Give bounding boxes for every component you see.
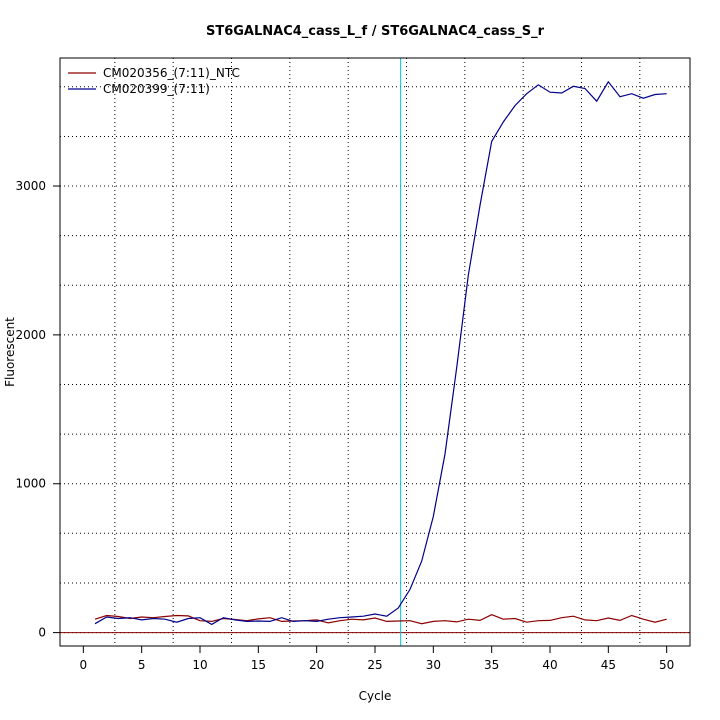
x-tick-label: 20 (309, 658, 324, 672)
x-tick-label: 35 (484, 658, 499, 672)
x-tick-label: 10 (192, 658, 207, 672)
y-tick-label: 2000 (15, 328, 46, 342)
series-layer (94, 80, 667, 626)
legend: CM020356_(7:11)_NTC CM020399_(7:11) (68, 66, 240, 96)
x-tick-label: 5 (138, 658, 146, 672)
y-tick-label: 0 (38, 626, 46, 640)
y-tick-label: 3000 (15, 179, 46, 193)
x-tick-label: 15 (251, 658, 266, 672)
x-tick-label: 40 (542, 658, 557, 672)
x-axis-label: Cycle (359, 689, 392, 703)
reference-lines (60, 58, 690, 646)
x-tick-label: 45 (601, 658, 616, 672)
x-tick-label: 30 (426, 658, 441, 672)
y-axis: 0 1000 2000 3000 (15, 179, 61, 640)
chart-title: ST6GALNAC4_cass_L_f / ST6GALNAC4_cass_S_… (206, 24, 545, 39)
x-tick-label: 0 (80, 658, 88, 672)
x-axis: 0 5 10 15 20 25 30 35 40 45 50 (80, 645, 674, 672)
x-tick-label: 50 (659, 658, 674, 672)
legend-label: CM020399_(7:11) (103, 82, 210, 96)
grid-lines (60, 58, 690, 646)
y-tick-label: 1000 (15, 477, 46, 491)
x-tick-label: 25 (367, 658, 382, 672)
legend-label: CM020356_(7:11)_NTC (103, 66, 240, 80)
series-line (94, 80, 667, 626)
y-axis-label: Fluorescent (3, 317, 17, 387)
series-line (94, 614, 667, 625)
